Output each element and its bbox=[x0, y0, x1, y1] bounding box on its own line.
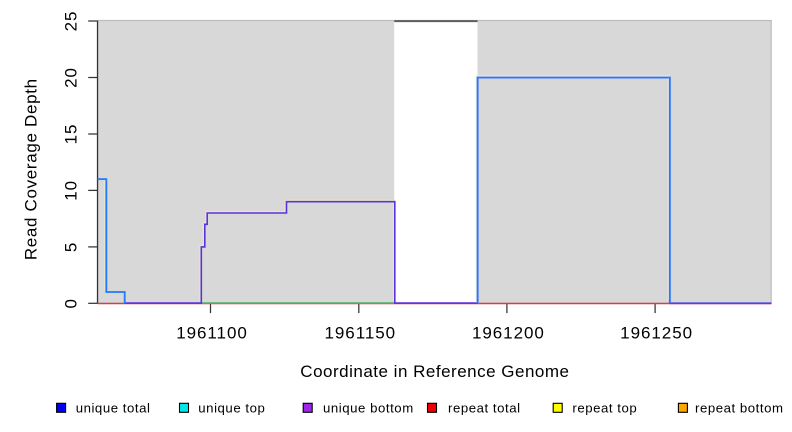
svg-text:1961200: 1961200 bbox=[472, 323, 545, 342]
svg-text:1961100: 1961100 bbox=[176, 323, 248, 342]
svg-text:1961150: 1961150 bbox=[325, 323, 397, 342]
svg-text:Coordinate in Reference Genome: Coordinate in Reference Genome bbox=[300, 362, 569, 381]
svg-text:5: 5 bbox=[61, 242, 80, 252]
svg-text:repeat top: repeat top bbox=[572, 400, 637, 415]
svg-text:repeat total: repeat total bbox=[448, 400, 521, 415]
svg-text:15: 15 bbox=[61, 124, 80, 145]
svg-text:0: 0 bbox=[61, 298, 80, 308]
svg-text:1961250: 1961250 bbox=[620, 323, 693, 342]
svg-text:20: 20 bbox=[61, 67, 80, 88]
svg-text:Read Coverage Depth: Read Coverage Depth bbox=[22, 78, 41, 260]
svg-text:unique total: unique total bbox=[76, 400, 151, 415]
svg-text:repeat bottom: repeat bottom bbox=[695, 400, 784, 415]
svg-text:25: 25 bbox=[61, 11, 80, 32]
svg-text:10: 10 bbox=[61, 180, 80, 201]
svg-text:unique top: unique top bbox=[198, 400, 265, 415]
svg-text:unique bottom: unique bottom bbox=[323, 400, 414, 415]
